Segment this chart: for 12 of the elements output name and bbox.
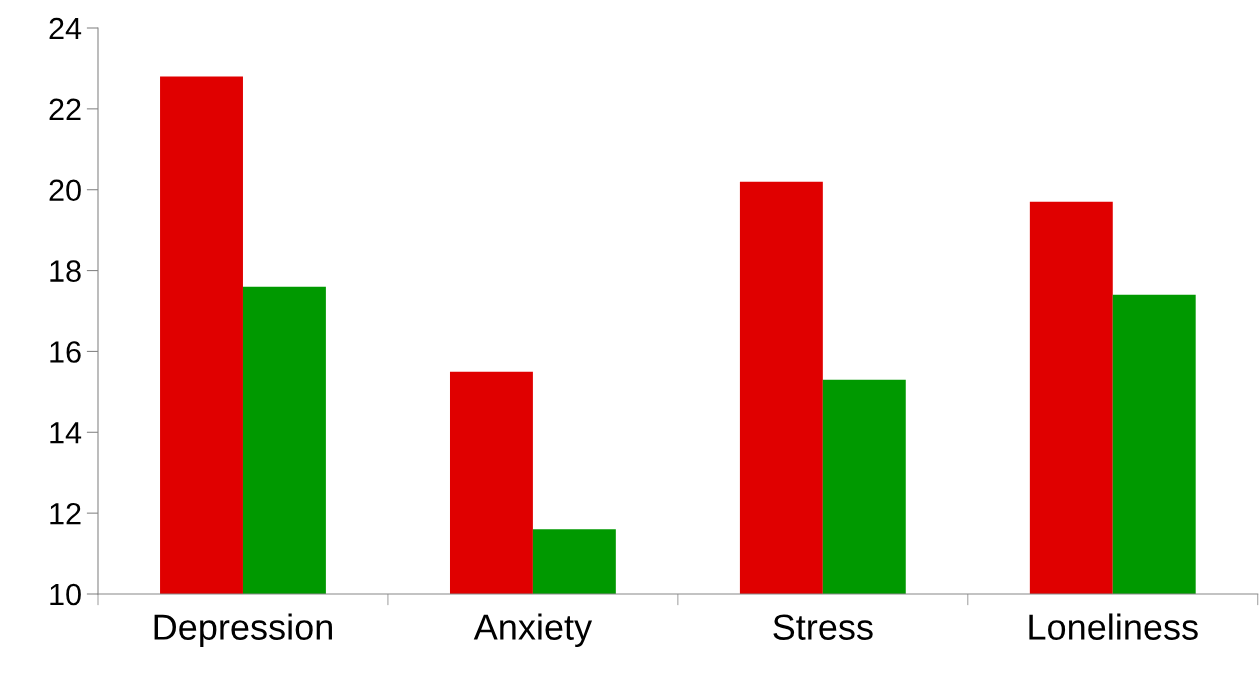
y-tick-label: 18: [50, 260, 81, 282]
y-tick-label: 16: [50, 341, 81, 363]
x-tick-label: Stress: [773, 614, 873, 640]
x-tick-label: Depression: [154, 613, 332, 648]
y-tick-label: 22: [49, 98, 81, 120]
x-tick-label: Loneliness: [1029, 613, 1198, 640]
y-tick-label: 20: [49, 179, 81, 202]
y-tick-label: 12: [50, 502, 81, 525]
x-tick-label: Anxiety: [473, 613, 593, 648]
y-tick-label: 14: [50, 422, 82, 444]
y-tick-label: 24: [49, 17, 82, 40]
y-tick-label: 10: [50, 583, 81, 606]
